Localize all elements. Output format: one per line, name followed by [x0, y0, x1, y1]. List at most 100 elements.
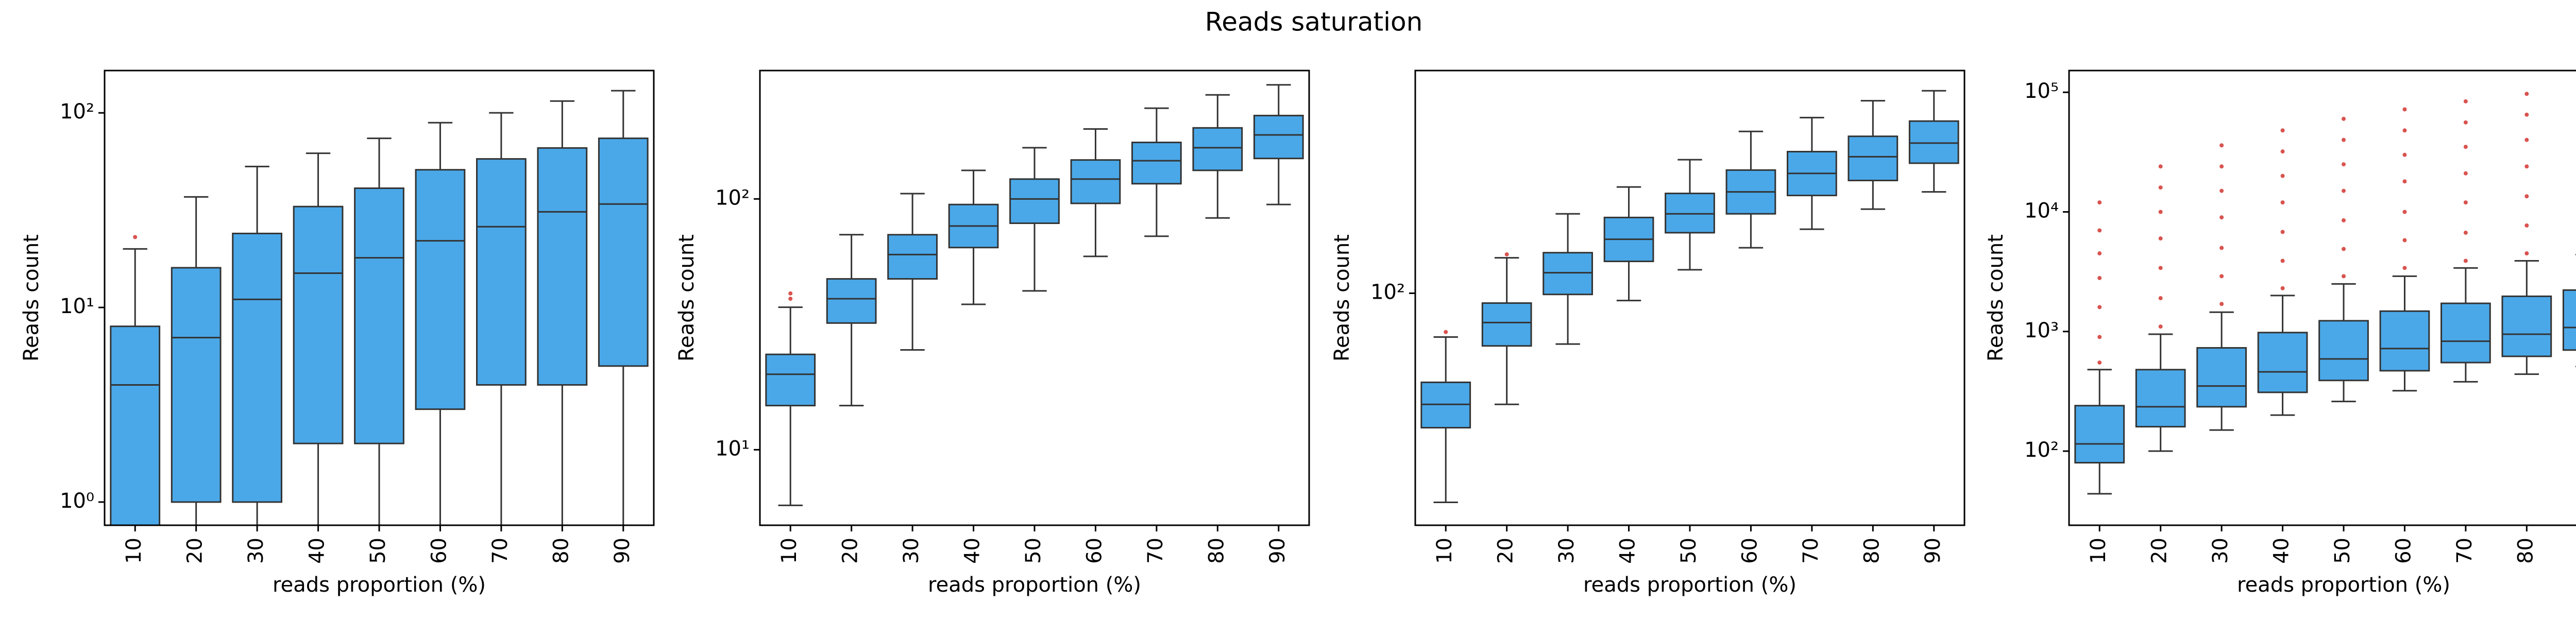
box — [354, 187, 404, 444]
y-axis-label: Reads count — [675, 234, 699, 361]
outlier — [2402, 128, 2407, 133]
box — [2135, 369, 2186, 428]
x-tick-label: 50 — [366, 538, 390, 564]
outlier — [788, 291, 793, 296]
box — [2562, 289, 2576, 351]
x-tick-label: 30 — [244, 538, 268, 564]
axes-frame — [1414, 70, 1965, 526]
x-tick-label: 30 — [2209, 538, 2232, 564]
x-tick-label: 80 — [1205, 538, 1228, 564]
y-axis-label: Reads count — [20, 234, 43, 361]
box — [2318, 320, 2369, 382]
outlier — [2097, 335, 2102, 339]
box — [415, 169, 466, 410]
y-axis-label: Reads count — [1984, 234, 2008, 361]
outlier — [788, 297, 793, 301]
y-tick-label: 10⁵ — [2024, 79, 2059, 103]
outlier — [2463, 259, 2468, 263]
outlier — [2280, 128, 2285, 133]
x-tick-label: 50 — [2331, 538, 2354, 564]
outlier — [2463, 171, 2468, 176]
outlier — [2158, 185, 2163, 190]
x-tick-label: 10 — [777, 538, 801, 564]
x-tick-label: 90 — [611, 538, 634, 564]
y-tick-label: 10² — [715, 186, 750, 210]
outlier — [2280, 286, 2285, 290]
x-tick-label: 80 — [2514, 538, 2537, 564]
y-tick-label: 10¹ — [715, 437, 750, 460]
x-axis-label: reads proportion (%) — [2237, 573, 2450, 597]
outlier — [2342, 218, 2346, 222]
x-tick-label: 10 — [122, 538, 146, 564]
outlier — [2524, 92, 2529, 96]
x-tick-label: 30 — [900, 538, 923, 564]
outlier — [2158, 266, 2163, 270]
x-tick-label: 50 — [1677, 538, 1701, 564]
box — [2379, 310, 2430, 372]
outlier — [2524, 164, 2529, 169]
outlier — [2097, 200, 2102, 205]
box — [2196, 347, 2247, 408]
y-tick-label: 10⁰ — [60, 489, 94, 513]
y-tick-label: 10³ — [2024, 319, 2059, 342]
outlier — [2463, 200, 2468, 205]
x-tick-label: 40 — [961, 538, 985, 564]
outlier — [2342, 188, 2346, 193]
x-tick-label: 80 — [549, 538, 573, 564]
outlier — [2280, 149, 2285, 154]
outlier — [2463, 230, 2468, 235]
box — [2501, 295, 2552, 357]
outlier — [2280, 200, 2285, 205]
box — [887, 234, 938, 280]
box — [171, 267, 222, 503]
outlier — [2097, 360, 2102, 365]
box — [110, 325, 161, 525]
x-tick-label: 40 — [306, 538, 329, 564]
outlier — [2097, 251, 2102, 256]
outlier — [2342, 116, 2346, 121]
x-tick-label: 40 — [1616, 538, 1640, 564]
plot-area — [110, 90, 649, 525]
outlier — [2158, 324, 2163, 329]
box — [1848, 135, 1899, 181]
outlier — [2158, 164, 2163, 169]
outlier — [2097, 275, 2102, 280]
x-tick-label: 90 — [1266, 538, 1290, 564]
figure-title: Reads saturation — [1205, 7, 1423, 37]
box — [293, 205, 344, 444]
outlier — [2402, 210, 2407, 214]
outlier — [2402, 238, 2407, 243]
outlier — [2463, 120, 2468, 125]
box — [2257, 332, 2308, 393]
outlier — [2402, 152, 2407, 157]
axes-frame — [2068, 70, 2576, 526]
x-tick-label: 20 — [1494, 538, 1518, 564]
y-axis-label: Reads count — [1330, 234, 1354, 361]
box — [1131, 142, 1182, 185]
x-tick-label: 20 — [839, 538, 862, 564]
x-tick-label: 20 — [183, 538, 207, 564]
y-tick-label: 10² — [60, 100, 94, 124]
outlier — [2219, 164, 2224, 169]
outlier — [2463, 99, 2468, 104]
outlier — [2402, 179, 2407, 184]
box — [1070, 159, 1121, 204]
outlier — [1444, 330, 1448, 334]
x-tick-label: 10 — [2087, 538, 2110, 564]
box — [598, 137, 649, 367]
x-tick-label: 40 — [2270, 538, 2294, 564]
box — [1253, 114, 1304, 160]
outlier — [2402, 266, 2407, 270]
plot-area — [2074, 92, 2576, 495]
x-tick-label: 10 — [1433, 538, 1456, 564]
outlier — [2280, 259, 2285, 263]
subplot: 10⁰ 10¹ 10² 10 20 30 40 50 60 70 80 90 reads proport… — [20, 70, 655, 597]
outlier — [133, 235, 138, 239]
box — [537, 147, 588, 386]
x-tick-label: 60 — [427, 538, 451, 564]
x-axis-label: reads proportion (%) — [1583, 573, 1797, 597]
x-tick-label: 90 — [2575, 538, 2576, 564]
outlier — [2463, 145, 2468, 149]
outlier — [2342, 274, 2346, 279]
